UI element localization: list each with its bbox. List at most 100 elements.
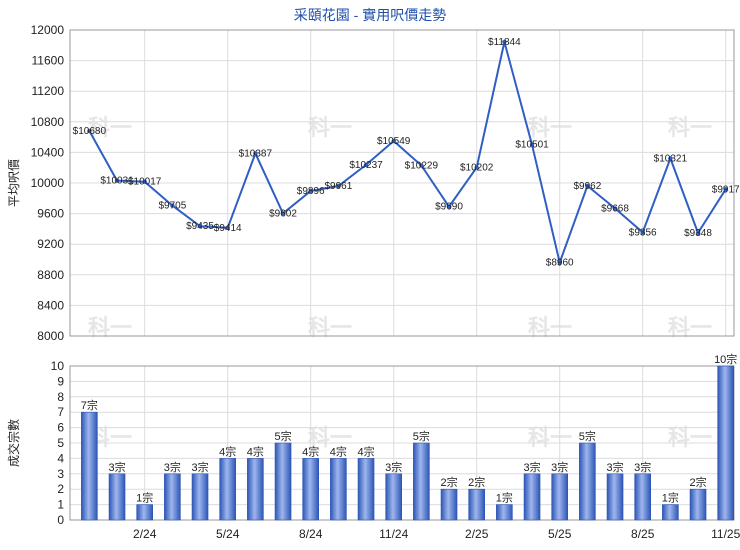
bottom-y-tick-label: 10 [51,359,65,373]
top-y-tick-label: 10800 [31,115,65,129]
price-point [363,162,369,168]
bottom-y-tick-label: 6 [57,421,64,435]
price-data-label: $9602 [269,208,297,219]
price-data-label: $9348 [684,228,712,239]
volume-data-label: 4宗 [302,444,319,458]
volume-data-label: 2宗 [440,475,457,489]
price-point [474,165,479,170]
price-data-label: $10387 [239,148,273,159]
price-data-label: $9917 [712,184,740,195]
bottom-y-tick-label: 1 [57,498,64,512]
volume-data-label: 3宗 [108,460,125,474]
volume-bar-chart: 01 23 456 78 910 2/24 5/24 8/24 11/24 2/25 5/25 8/2… [6,352,740,541]
watermark-text: 科一 [88,115,132,140]
price-data-label: $9414 [214,223,242,234]
watermark-text: 科一 [668,115,712,140]
volume-bar [717,365,735,521]
volume-data-label: 3宗 [191,460,208,474]
price-point [502,39,507,45]
volume-data-label: 5宗 [579,429,596,443]
price-data-label: $9896 [297,186,325,197]
volume-bar [247,458,264,521]
watermark-text: 科一 [528,425,572,450]
price-point [280,211,286,216]
bottom-y-tick-label: 0 [57,513,64,527]
price-point [87,128,92,134]
volume-data-label: 4宗 [219,444,236,458]
bottom-y-tick-label: 9 [57,374,64,388]
price-point [529,142,535,147]
x-tick-label: 2/25 [465,527,489,541]
x-tick-label: 8/24 [299,527,323,541]
volume-data-label: 3宗 [634,460,651,474]
top-y-tick-label: 9600 [37,207,64,221]
volume-bar [468,488,486,521]
top-y-tick-label: 12000 [31,23,65,37]
bottom-y-tick-label: 5 [57,436,64,450]
price-data-label: $11844 [488,37,521,48]
bottom-y-tick-label: 3 [57,467,64,481]
price-point [336,183,341,189]
volume-data-label: 1宗 [136,491,153,505]
volume-bar [440,488,458,521]
price-point [723,187,728,192]
price-data-label: $10017 [128,177,162,188]
volume-bar [108,473,126,521]
bottom-y-tick-label: 7 [57,405,64,419]
top-y-tick-label: 8000 [37,329,64,343]
price-point [253,151,258,156]
volume-data-label: 4宗 [247,444,264,458]
x-tick-label: 2/24 [133,527,157,541]
price-point [612,206,618,211]
price-point [197,224,203,229]
price-point [170,203,175,208]
x-tick-label: 5/25 [548,527,572,541]
volume-bar [523,473,541,521]
volume-data-label: 4宗 [357,444,374,458]
volume-bar [551,473,569,521]
price-data-label: $10549 [377,136,411,147]
volume-bar [274,442,292,521]
volume-bar [385,473,403,521]
price-data-label: $10237 [349,160,383,171]
top-y-tick-label: 11200 [32,84,65,98]
price-data-label: $10031 [100,176,134,187]
bottom-y-axis-title: 成交宗數 [6,419,21,467]
x-tick-label: 11/24 [379,527,408,541]
price-data-label: $9705 [158,201,186,212]
volume-data-label: 4宗 [330,444,347,458]
bottom-y-tick-label: 2 [57,482,64,496]
price-data-label: $9356 [629,227,657,238]
volume-data-label: 3宗 [523,460,540,474]
price-point [225,225,230,231]
price-data-label: $9690 [435,202,463,213]
volume-bar [357,458,375,521]
volume-data-label: 10宗 [714,352,737,366]
price-data-label: $10229 [405,160,439,171]
chart-title: 采頤花園 - 實用呎價走勢 [294,7,446,23]
price-data-label: $9961 [324,181,352,192]
price-point [640,230,645,235]
watermark-text: 科一 [308,115,352,140]
volume-data-label: 2宗 [689,475,706,489]
volume-data-label: 2宗 [468,475,485,489]
volume-bar [606,473,624,521]
volume-bar [164,473,181,521]
volume-bar [579,442,596,521]
top-y-axis-title: 平均呎價 [7,159,21,207]
volume-data-label: 3宗 [606,460,623,474]
volume-bar [689,488,707,521]
top-y-tick-label: 10000 [31,176,65,190]
volume-data-label: 1宗 [496,491,513,505]
price-data-label: $9962 [573,181,601,192]
price-data-label: $10321 [654,153,688,164]
x-tick-label: 5/24 [216,527,240,541]
price-point [668,156,673,161]
volume-bar [330,458,347,521]
volume-bar [413,442,430,521]
volume-bar [662,504,679,521]
price-data-label: $8960 [546,258,574,269]
price-data-label: $10680 [73,126,107,137]
